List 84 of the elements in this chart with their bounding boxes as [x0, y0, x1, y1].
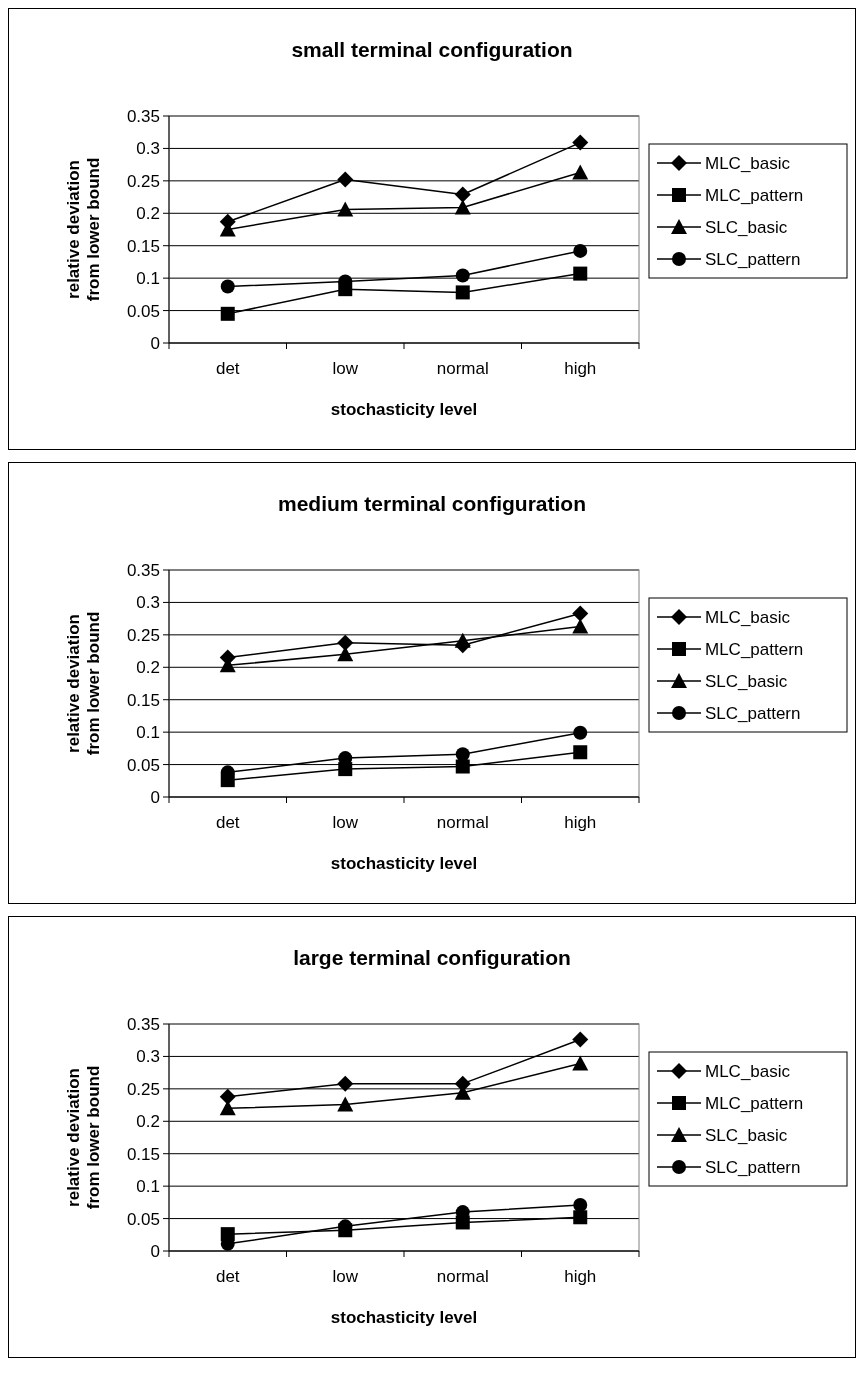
- legend-label: SLC_pattern: [705, 703, 801, 723]
- legend-label: MLC_pattern: [705, 639, 804, 659]
- y-tick-label: 0.3: [136, 1047, 160, 1067]
- x-axis-title: stochasticity level: [330, 400, 478, 419]
- point: [573, 266, 588, 281]
- x-tick-label: normal: [436, 813, 489, 832]
- point: [454, 186, 471, 203]
- legend-label: SLC_basic: [705, 671, 788, 691]
- x-tick-label: low: [332, 1267, 359, 1286]
- point: [455, 759, 470, 774]
- y-axis-title: relative deviation from lower bound: [64, 611, 103, 756]
- point: [337, 1096, 354, 1112]
- y-axis-title: relative deviation from lower bound: [64, 1065, 103, 1210]
- y-axis-title: relative deviation from lower bound: [64, 157, 103, 302]
- legend-label: SLC_basic: [705, 217, 788, 237]
- x-tick-label: high: [564, 359, 597, 378]
- y-tick-label: 0.05: [126, 1209, 160, 1229]
- point: [572, 134, 589, 151]
- point: [455, 285, 470, 300]
- legend-label: MLC_basic: [705, 607, 791, 627]
- point: [572, 1031, 589, 1048]
- point: [572, 164, 589, 180]
- x-tick-label: low: [332, 813, 359, 832]
- y-tick-label: 0.15: [126, 1144, 160, 1164]
- x-axis-title: stochasticity level: [330, 854, 478, 873]
- legend-label: MLC_basic: [705, 153, 791, 173]
- legend-label: MLC_basic: [705, 1061, 791, 1081]
- point: [572, 605, 589, 622]
- y-tick-label: 0: [150, 1241, 160, 1261]
- y-tick-label: 0.2: [136, 1112, 160, 1132]
- y-tick-label: 0: [150, 787, 160, 807]
- point: [572, 1055, 589, 1071]
- y-tick-label: 0.05: [126, 755, 160, 775]
- x-tick-label: low: [332, 359, 359, 378]
- y-tick-label: 0.3: [136, 139, 160, 159]
- point: [337, 171, 354, 188]
- y-tick-label: 0.1: [136, 1177, 160, 1197]
- point: [454, 199, 471, 215]
- point: [455, 268, 470, 283]
- y-tick-label: 0.15: [126, 690, 160, 710]
- y-tick-label: 0.15: [126, 236, 160, 256]
- point: [220, 306, 235, 321]
- x-tick-label: det: [215, 359, 240, 378]
- point: [573, 1197, 588, 1212]
- y-tick-label: 0.2: [136, 204, 160, 224]
- y-tick-label: 0: [150, 333, 160, 353]
- point: [572, 618, 589, 634]
- legend-label: SLC_pattern: [705, 249, 801, 269]
- y-tick-label: 0.25: [126, 171, 160, 191]
- point: [573, 745, 588, 760]
- y-tick-label: 0.2: [136, 658, 160, 678]
- y-tick-label: 0.1: [136, 723, 160, 743]
- y-tick-label: 0.25: [126, 625, 160, 645]
- chart-title: medium terminal configuration: [277, 492, 587, 515]
- point: [337, 201, 354, 217]
- x-axis-title: stochasticity level: [330, 1308, 478, 1327]
- y-tick-label: 0.25: [126, 1079, 160, 1099]
- legend-label: MLC_pattern: [705, 1093, 804, 1113]
- point: [573, 243, 588, 258]
- point: [220, 279, 235, 294]
- point: [454, 632, 471, 648]
- y-tick-label: 0.35: [126, 560, 160, 580]
- x-tick-label: det: [215, 1267, 240, 1286]
- y-tick-label: 0.35: [126, 1014, 160, 1034]
- chart-title: large terminal configuration: [293, 946, 571, 969]
- x-tick-label: normal: [436, 1267, 489, 1286]
- x-tick-label: normal: [436, 359, 489, 378]
- x-tick-label: high: [564, 813, 597, 832]
- chart-title: small terminal configuration: [291, 38, 573, 61]
- y-tick-label: 0.35: [126, 106, 160, 126]
- point: [337, 1075, 354, 1092]
- x-tick-label: det: [215, 813, 240, 832]
- point: [219, 1088, 236, 1105]
- legend-label: MLC_pattern: [705, 185, 804, 205]
- y-tick-label: 0.3: [136, 593, 160, 613]
- x-tick-label: high: [564, 1267, 597, 1286]
- legend-label: SLC_pattern: [705, 1157, 801, 1177]
- point: [573, 725, 588, 740]
- point: [573, 1210, 588, 1225]
- point: [455, 747, 470, 762]
- y-tick-label: 0.05: [126, 301, 160, 321]
- point: [337, 634, 354, 651]
- legend-label: SLC_basic: [705, 1125, 788, 1145]
- y-tick-label: 0.1: [136, 269, 160, 289]
